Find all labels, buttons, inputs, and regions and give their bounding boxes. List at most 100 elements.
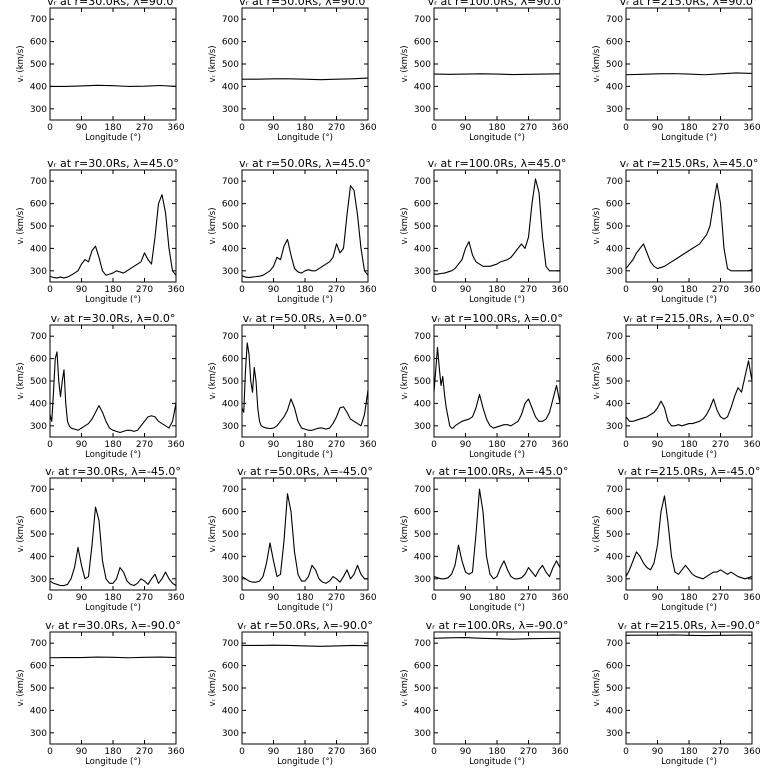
y-axis-label: vᵣ (km/s) [208,45,218,82]
x-tick-label: 0 [47,123,53,133]
panel-title: vᵣ at r=50.0Rs, λ=0.0° [243,312,368,325]
y-tick-label: 500 [414,684,431,694]
series-line [433,346,561,429]
x-tick-label: 360 [167,123,184,133]
plot-frame [241,169,369,283]
x-tick-label: 180 [680,440,697,450]
y-tick-label: 300 [606,729,623,739]
x-tick-label: 90 [460,440,472,450]
x-tick-label: 360 [359,285,376,295]
panel-9: vᵣ at r=30.0Rs, λ=0.0° 0 90 180 270 360 300 400… [16,312,185,460]
x-tick-label: 90 [76,747,88,757]
x-tick-label: 270 [712,747,729,757]
x-tick-label: 0 [623,593,629,603]
y-tick-label: 400 [30,552,47,562]
y-tick-label: 500 [222,60,239,70]
y-tick-label: 500 [30,377,47,387]
x-tick-label: 270 [328,747,345,757]
x-tick-label: 270 [136,285,153,295]
panel-2: vᵣ at r=50.0Rs, λ=90.0° 0 90 180 270 360 300 40… [208,0,377,143]
x-tick-label: 0 [239,123,245,133]
y-tick-label: 300 [222,422,239,432]
y-tick-label: 500 [606,684,623,694]
panel-19: vᵣ at r=100.0Rs, λ=-90.0° 0 90 180 270 360 300… [400,619,569,767]
x-tick-label: 0 [623,747,629,757]
y-tick-label: 500 [30,60,47,70]
x-tick-label: 360 [167,747,184,757]
y-tick-label: 600 [414,508,431,518]
y-tick-label: 700 [222,177,239,187]
y-tick-label: 600 [414,355,431,365]
x-tick-label: 360 [743,747,760,757]
plot-frame [433,631,561,745]
x-tick-label: 90 [652,747,664,757]
plot-frame [241,7,369,121]
y-tick-label: 700 [414,332,431,342]
panel-5: vᵣ at r=30.0Rs, λ=45.0° 0 90 180 270 360 300 40… [16,157,185,305]
x-tick-label: 270 [136,593,153,603]
x-tick-label: 360 [743,285,760,295]
x-tick-label: 360 [167,285,184,295]
x-tick-label: 360 [551,285,568,295]
x-tick-label: 270 [328,123,345,133]
y-axis-label: vᵣ (km/s) [400,207,410,244]
panel-title: vᵣ at r=30.0Rs, λ=0.0° [51,312,176,325]
x-tick-label: 270 [520,747,537,757]
x-tick-label: 360 [743,440,760,450]
y-tick-label: 400 [222,552,239,562]
x-tick-label: 0 [239,285,245,295]
x-tick-label: 90 [460,123,472,133]
series-line [50,84,177,87]
series-line [49,194,177,279]
y-axis-label: vᵣ (km/s) [400,515,410,552]
y-tick-label: 700 [606,639,623,649]
x-tick-label: 180 [296,440,313,450]
panel-title: vᵣ at r=100.0Rs, λ=-90.0° [426,619,569,632]
panel-title: vᵣ at r=50.0Rs, λ=45.0° [239,157,371,170]
series-line [433,637,561,640]
y-tick-label: 600 [30,508,47,518]
x-tick-label: 0 [431,123,437,133]
x-tick-label: 0 [47,440,53,450]
y-tick-label: 700 [414,485,431,495]
x-axis-label: Longitude (°) [85,450,141,460]
panel-title: vᵣ at r=30.0Rs, λ=-45.0° [45,465,181,478]
y-tick-label: 700 [414,177,431,187]
x-tick-label: 0 [239,747,245,757]
panel-title: vᵣ at r=215.0Rs, λ=45.0° [620,157,759,170]
x-tick-label: 270 [136,123,153,133]
x-tick-label: 360 [551,747,568,757]
y-tick-label: 500 [606,530,623,540]
y-tick-label: 500 [222,684,239,694]
x-axis-label: Longitude (°) [469,295,525,305]
x-tick-label: 360 [359,123,376,133]
y-axis-label: vᵣ (km/s) [400,362,410,399]
y-tick-label: 700 [222,332,239,342]
y-tick-label: 500 [606,377,623,387]
series-line [241,493,368,584]
x-tick-label: 180 [488,440,505,450]
x-tick-label: 180 [488,593,505,603]
y-tick-label: 300 [30,575,47,585]
x-tick-label: 180 [296,285,313,295]
panel-title: vᵣ at r=100.0Rs, λ=90.0° [428,0,567,8]
x-tick-label: 180 [488,747,505,757]
x-tick-label: 180 [104,123,121,133]
y-tick-label: 400 [30,399,47,409]
x-tick-label: 270 [520,440,537,450]
y-tick-label: 400 [606,552,623,562]
panel-13: vᵣ at r=30.0Rs, λ=-45.0° 0 90 180 270 360 300 4… [16,465,185,613]
x-tick-label: 180 [680,285,697,295]
x-axis-label: Longitude (°) [661,450,717,460]
y-tick-label: 300 [30,105,47,115]
y-tick-label: 600 [606,38,623,48]
series-line [625,360,753,427]
y-tick-label: 500 [414,60,431,70]
x-tick-label: 180 [296,593,313,603]
x-tick-label: 360 [743,123,760,133]
y-tick-label: 500 [222,377,239,387]
x-tick-label: 0 [239,593,245,603]
series-line [241,185,369,279]
x-tick-label: 0 [47,593,53,603]
panel-3: vᵣ at r=100.0Rs, λ=90.0° 0 90 180 270 360 300 4… [400,0,569,143]
